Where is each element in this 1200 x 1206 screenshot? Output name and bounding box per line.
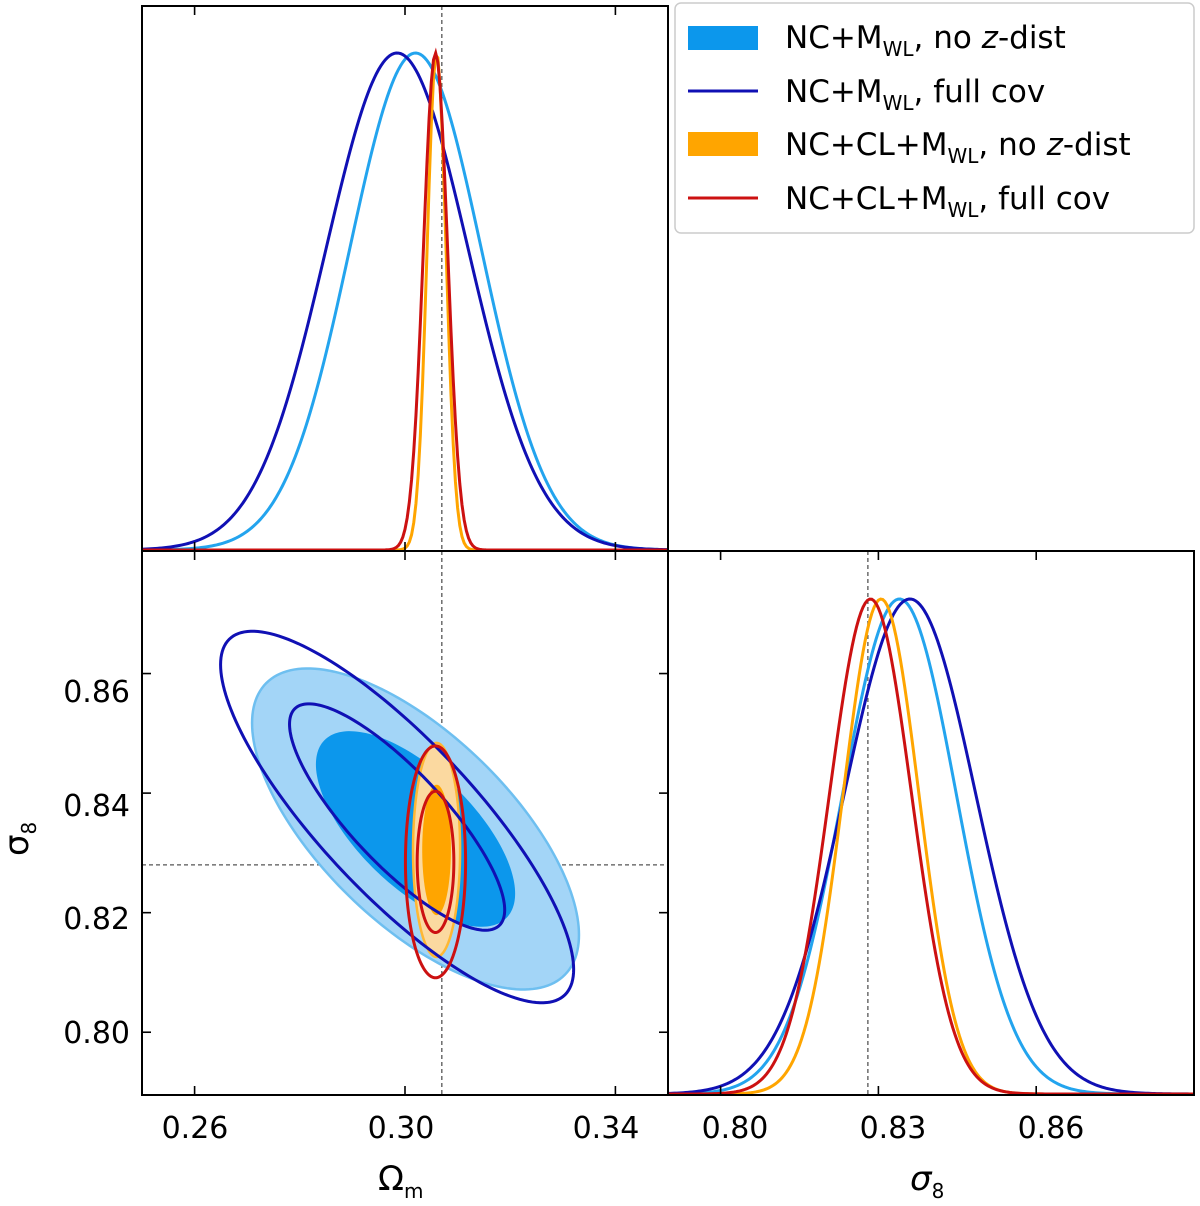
omega-m-sigma8-contour-panel xyxy=(142,551,668,1095)
x-tick-label: 0.86 xyxy=(1018,1111,1085,1146)
omega-m-marginal-series-2 xyxy=(142,51,668,551)
omega-m-marginal-panel xyxy=(142,6,668,551)
omega-m-marginal-series-3 xyxy=(142,47,668,551)
contour-1sigma-series-3 xyxy=(415,789,456,935)
y-tick-label: 0.82 xyxy=(63,902,130,937)
legend-box xyxy=(674,2,1195,234)
legend-label: NC+MWL, full cov xyxy=(785,74,1045,115)
x-tick-label: 0.34 xyxy=(573,1111,640,1146)
legend: NC+MWL, no z-dist NC+MWL, full cov NC+CL… xyxy=(674,2,1195,234)
legend-label: NC+CL+MWL, full cov xyxy=(785,181,1110,222)
contour-2sigma-series-3 xyxy=(403,744,468,980)
axis-ticks xyxy=(142,6,1037,1095)
contour-1sigma-series-2 xyxy=(422,784,451,916)
right-panel-frame xyxy=(667,550,1195,1096)
legend-label: NC+MWL, no z-dist xyxy=(785,20,1066,61)
sigma8-marginal-series-0 xyxy=(668,597,1194,1095)
legend-label: NC+CL+MWL, no z-dist xyxy=(785,127,1131,168)
legend-swatch-orange-filled xyxy=(688,132,758,156)
y-tick-label: 0.80 xyxy=(63,1016,130,1051)
y-axis-label-sigma8: σ8 xyxy=(0,822,41,856)
sigma8-marginal-panel xyxy=(668,551,1194,1095)
top-panel-frame xyxy=(141,5,669,552)
contour-1sigma-series-1 xyxy=(288,702,507,932)
x-axis-label-omega-m: Ωm xyxy=(378,1159,423,1203)
sigma8-marginal-series-1 xyxy=(668,597,1194,1095)
contour-2sigma-series-1 xyxy=(219,629,576,1005)
omega-m-marginal-series-1 xyxy=(142,51,668,551)
x-axis-label-sigma8: σ8 xyxy=(910,1159,944,1203)
x-tick-label: 0.83 xyxy=(860,1111,927,1146)
x-tick-label: 0.30 xyxy=(368,1111,435,1146)
x-tick-label: 0.26 xyxy=(162,1111,229,1146)
y-tick-label: 0.86 xyxy=(63,675,130,710)
omega-m-marginal-series-0 xyxy=(142,51,668,551)
y-tick-label: 0.84 xyxy=(63,789,130,824)
x-tick-label: 0.80 xyxy=(702,1111,769,1146)
legend-swatch-blue-filled xyxy=(688,26,758,50)
